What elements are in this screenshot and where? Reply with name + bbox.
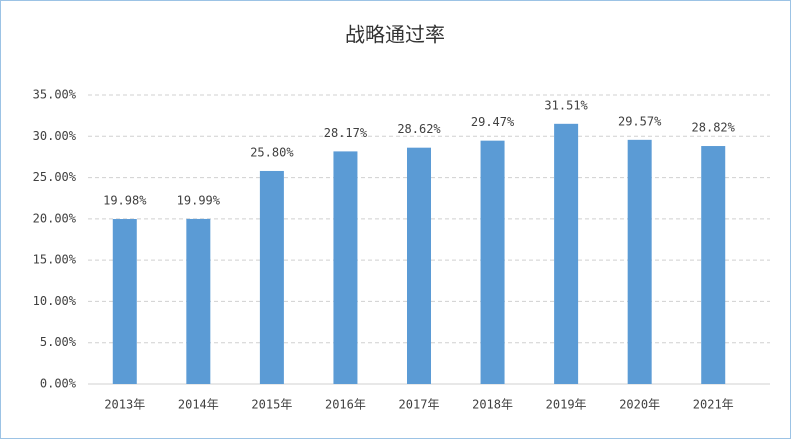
y-tick-label: 30.00% <box>33 129 77 143</box>
y-tick-label: 25.00% <box>33 170 77 184</box>
bar <box>186 218 211 384</box>
y-tick-label: 35.00% <box>33 88 77 102</box>
bar <box>627 139 652 384</box>
x-tick-label: 2017年 <box>399 398 440 412</box>
data-label: 29.47% <box>471 115 515 129</box>
x-tick-label: 2013年 <box>104 398 145 412</box>
bar <box>259 170 284 384</box>
data-label: 31.51% <box>544 98 588 112</box>
x-tick-label: 2016年 <box>325 398 366 412</box>
y-tick-label: 10.00% <box>33 294 77 308</box>
bar <box>480 140 505 384</box>
bar <box>333 151 358 384</box>
x-tick-label: 2021年 <box>693 398 734 412</box>
y-tick-label: 5.00% <box>40 335 77 349</box>
bar <box>701 146 726 384</box>
x-tick-label: 2020年 <box>619 398 660 412</box>
x-tick-label: 2015年 <box>251 398 292 412</box>
y-tick-label: 20.00% <box>33 211 77 225</box>
bar <box>112 219 137 384</box>
bar <box>407 147 431 384</box>
x-tick-label: 2019年 <box>546 398 587 412</box>
data-label: 19.98% <box>103 194 147 208</box>
data-label: 28.62% <box>397 122 441 136</box>
x-tick-label: 2014年 <box>178 398 219 412</box>
bar <box>554 123 579 384</box>
y-tick-label: 15.00% <box>33 253 77 267</box>
data-label: 29.57% <box>618 114 662 128</box>
data-label: 25.80% <box>250 145 294 159</box>
x-tick-label: 2018年 <box>472 398 513 412</box>
y-tick-label: 0.00% <box>40 377 77 391</box>
chart-title: 战略通过率 <box>345 23 445 47</box>
data-label: 28.82% <box>692 121 736 135</box>
data-label: 28.17% <box>324 126 368 140</box>
data-label: 19.99% <box>177 193 221 207</box>
